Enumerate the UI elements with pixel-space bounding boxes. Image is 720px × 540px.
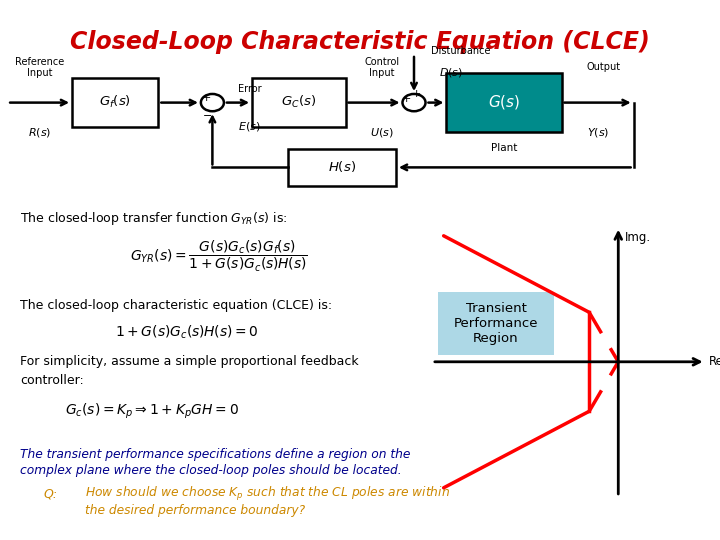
Bar — [288, 148, 396, 186]
Text: $1 + G(s)G_c(s)H(s) = 0$: $1 + G(s)G_c(s)H(s) = 0$ — [115, 323, 259, 341]
Text: $G_{YR}(s) = \dfrac{G(s)G_c(s)G_f(s)}{1+G(s)G_c(s)H(s)}$: $G_{YR}(s) = \dfrac{G(s)G_c(s)G_f(s)}{1+… — [130, 239, 307, 274]
Text: Closed-Loop Characteristic Equation (CLCE): Closed-Loop Characteristic Equation (CLC… — [70, 30, 650, 53]
FancyBboxPatch shape — [438, 292, 554, 355]
Text: Disturbance: Disturbance — [431, 46, 490, 56]
Text: complex plane where the closed-loop poles should be located.: complex plane where the closed-loop pole… — [20, 464, 402, 477]
Circle shape — [201, 94, 224, 111]
Text: The closed-loop transfer function $G_{YR}(s)$ is:: The closed-loop transfer function $G_{YR… — [20, 210, 287, 227]
Text: For simplicity, assume a simple proportional feedback: For simplicity, assume a simple proporti… — [20, 355, 359, 368]
Bar — [252, 78, 346, 127]
Text: The closed-loop characteristic equation (CLCE) is:: The closed-loop characteristic equation … — [20, 299, 333, 312]
Text: +: + — [202, 93, 212, 103]
Text: Q:: Q: — [43, 488, 58, 501]
Text: $G_C(s)$: $G_C(s)$ — [282, 93, 316, 110]
Text: Output: Output — [587, 63, 621, 72]
Text: +: + — [402, 94, 412, 104]
Text: +: + — [411, 90, 421, 99]
Text: $U(s)$: $U(s)$ — [370, 126, 393, 139]
Text: Error: Error — [238, 84, 261, 94]
Text: $R(s)$: $R(s)$ — [28, 126, 51, 139]
Text: How should we choose $K_p$ such that the CL poles are within: How should we choose $K_p$ such that the… — [85, 485, 450, 503]
Text: $D(s)$: $D(s)$ — [439, 66, 464, 79]
Text: Reference
Input: Reference Input — [15, 57, 64, 78]
Text: $E(s)$: $E(s)$ — [238, 120, 260, 133]
Circle shape — [402, 94, 426, 111]
Text: controller:: controller: — [20, 374, 84, 387]
Text: $Y(s)$: $Y(s)$ — [587, 126, 609, 139]
Text: Plant: Plant — [491, 143, 517, 153]
Text: Control
Input: Control Input — [364, 57, 399, 78]
Bar — [446, 73, 562, 132]
Text: $G_f(s)$: $G_f(s)$ — [99, 93, 131, 110]
Text: Img.: Img. — [625, 231, 652, 244]
Text: Real: Real — [708, 355, 720, 368]
Bar — [72, 78, 158, 127]
Text: $G_c(s) = K_p \Rightarrow 1 + K_p GH = 0$: $G_c(s) = K_p \Rightarrow 1 + K_p GH = 0… — [65, 402, 238, 421]
Text: The transient performance specifications define a region on the: The transient performance specifications… — [20, 448, 410, 461]
Text: the desired performance boundary?: the desired performance boundary? — [85, 504, 305, 517]
Text: Transient
Performance
Region: Transient Performance Region — [454, 302, 539, 345]
Text: $G(s)$: $G(s)$ — [488, 92, 520, 111]
Text: $-$: $-$ — [202, 110, 212, 119]
Text: $H(s)$: $H(s)$ — [328, 159, 356, 174]
